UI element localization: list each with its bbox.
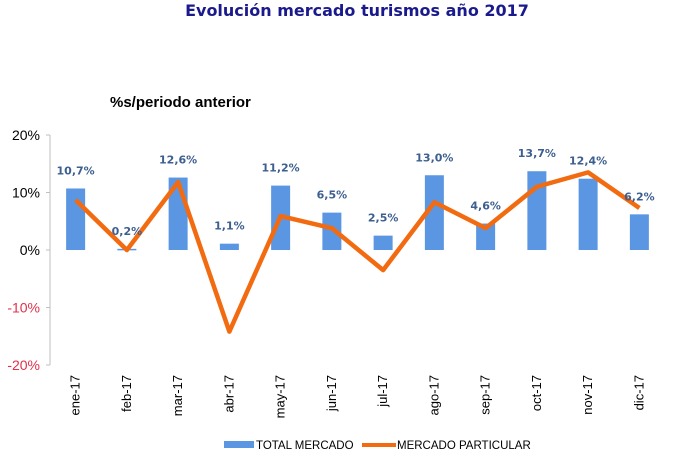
- data-label-sep-17: 4,6%: [470, 200, 501, 213]
- x-tick-label: may-17: [273, 375, 288, 418]
- x-tick-label: oct-17: [529, 375, 544, 411]
- x-tick-label: jul-17: [375, 375, 390, 408]
- legend: TOTAL MERCADO MERCADO PARTICULAR: [224, 440, 531, 452]
- x-tick-label: abr-17: [221, 375, 236, 413]
- bar-dic-17: [629, 214, 649, 250]
- data-label-ene-17: 10,7%: [57, 164, 95, 177]
- x-axis-ticks: ene-17 feb-17 mar-17 abr-17 may-17 jun-17 jul-…: [68, 375, 647, 418]
- x-tick-label: ene-17: [68, 375, 83, 415]
- data-label-feb-17: 0,2%: [112, 225, 143, 238]
- x-tick-label: dic-17: [631, 375, 646, 410]
- data-label-mar-17: 12,6%: [159, 154, 197, 167]
- bar-ene-17: [66, 188, 86, 250]
- bar-sep-17: [476, 223, 496, 250]
- x-tick-label: sep-17: [478, 375, 493, 415]
- bar-series-total-mercado: [66, 171, 649, 251]
- chart-title: Evolución mercado turismos año 2017: [185, 1, 529, 20]
- legend-label-total-mercado: TOTAL MERCADO: [256, 440, 354, 452]
- legend-swatch-total-mercado: [224, 441, 254, 448]
- axes: 20% 10% 0% -10% -20%: [7, 127, 51, 373]
- bar-jul-17: [373, 235, 393, 250]
- data-label-jul-17: 2,5%: [368, 212, 399, 225]
- x-tick-label: jun-17: [324, 375, 339, 412]
- y-tick-label: 0%: [20, 242, 40, 258]
- line-series-mercado-particular: [74, 170, 641, 334]
- data-label-nov-17: 12,4%: [569, 155, 607, 168]
- bar-nov-17: [578, 178, 598, 250]
- y-tick-label: -10%: [7, 300, 40, 316]
- data-label-ago-17: 13,0%: [415, 151, 453, 164]
- data-labels: 10,7% 0,2% 12,6% 1,1% 11,2% 6,5% 2,5% 13,0% 4,6%…: [57, 147, 655, 238]
- y-tick-label: -20%: [7, 357, 40, 373]
- data-label-dic-17: 6,2%: [624, 190, 655, 203]
- x-tick-label: feb-17: [119, 375, 134, 412]
- bar-jun-17: [322, 212, 342, 250]
- y-tick-label: 20%: [12, 127, 40, 143]
- x-tick-label: nov-17: [580, 375, 595, 415]
- x-tick-label: mar-17: [170, 375, 185, 416]
- data-label-may-17: 11,2%: [262, 162, 300, 175]
- legend-label-mercado-particular: MERCADO PARTICULAR: [397, 440, 531, 452]
- chart-subtitle: %s/periodo anterior: [110, 94, 251, 111]
- data-label-jun-17: 6,5%: [317, 189, 348, 202]
- bar-abr-17: [219, 243, 239, 250]
- line-path: [74, 170, 641, 334]
- data-label-abr-17: 1,1%: [214, 220, 245, 233]
- x-tick-label: ago-17: [426, 375, 441, 415]
- y-tick-label: 10%: [12, 185, 40, 201]
- data-label-oct-17: 13,7%: [518, 147, 556, 160]
- bar-ago-17: [424, 175, 444, 250]
